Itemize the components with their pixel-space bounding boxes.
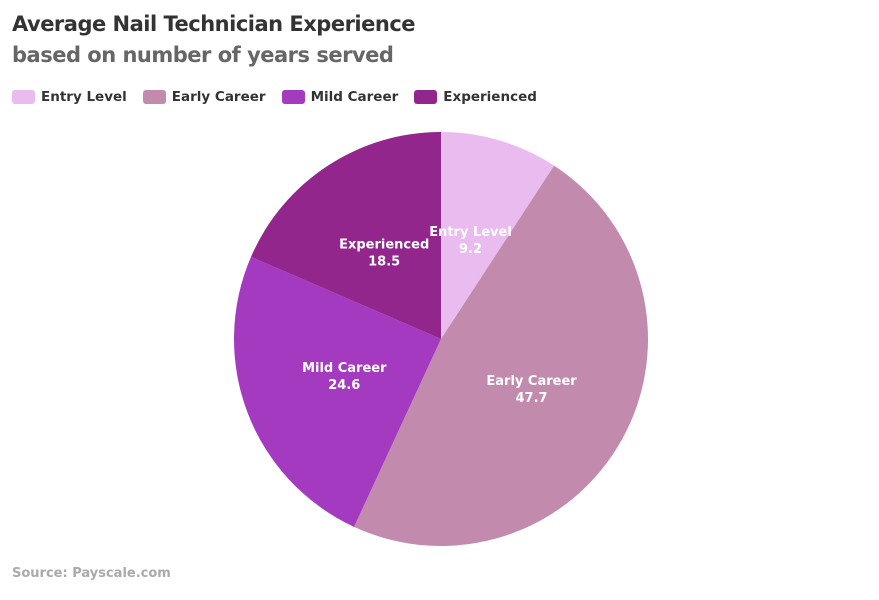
slice-category-label: Entry Level bbox=[429, 225, 512, 240]
slice-value-label: 9.2 bbox=[459, 242, 482, 257]
legend-item: Early Career bbox=[142, 89, 266, 105]
slice-value-label: 18.5 bbox=[368, 254, 400, 269]
legend-item: Entry Level bbox=[12, 89, 127, 105]
chart-subtitle: based on number of years served bbox=[12, 43, 394, 67]
slice-value-label: 24.6 bbox=[328, 378, 360, 393]
slice-category-label: Early Career bbox=[486, 374, 577, 389]
legend: Entry Level Early Career Mild Career Experi… bbox=[12, 89, 537, 105]
legend-item: Mild Career bbox=[281, 89, 399, 105]
legend-item: Experienced bbox=[414, 89, 537, 105]
legend-swatch bbox=[12, 90, 35, 104]
pie-slice-experienced bbox=[251, 132, 441, 339]
slice-category-label: Mild Career bbox=[302, 361, 387, 376]
pie-slice-mild-career bbox=[233, 256, 441, 527]
chart-title: Average Nail Technician Experience bbox=[12, 12, 416, 36]
legend-swatch bbox=[414, 90, 438, 104]
slice-category-label: Experienced bbox=[339, 237, 429, 252]
pie-slice-entry-level bbox=[441, 132, 555, 339]
legend-label: Early Career bbox=[171, 89, 266, 105]
legend-label: Mild Career bbox=[310, 89, 399, 105]
pie-slice-early-career bbox=[354, 165, 649, 547]
legend-swatch bbox=[281, 90, 305, 104]
legend-label: Entry Level bbox=[41, 89, 127, 105]
legend-label: Experienced bbox=[443, 89, 537, 105]
slice-value-label: 47.7 bbox=[516, 391, 548, 406]
source-note: Source: Payscale.com bbox=[12, 566, 171, 581]
legend-swatch bbox=[142, 90, 166, 104]
